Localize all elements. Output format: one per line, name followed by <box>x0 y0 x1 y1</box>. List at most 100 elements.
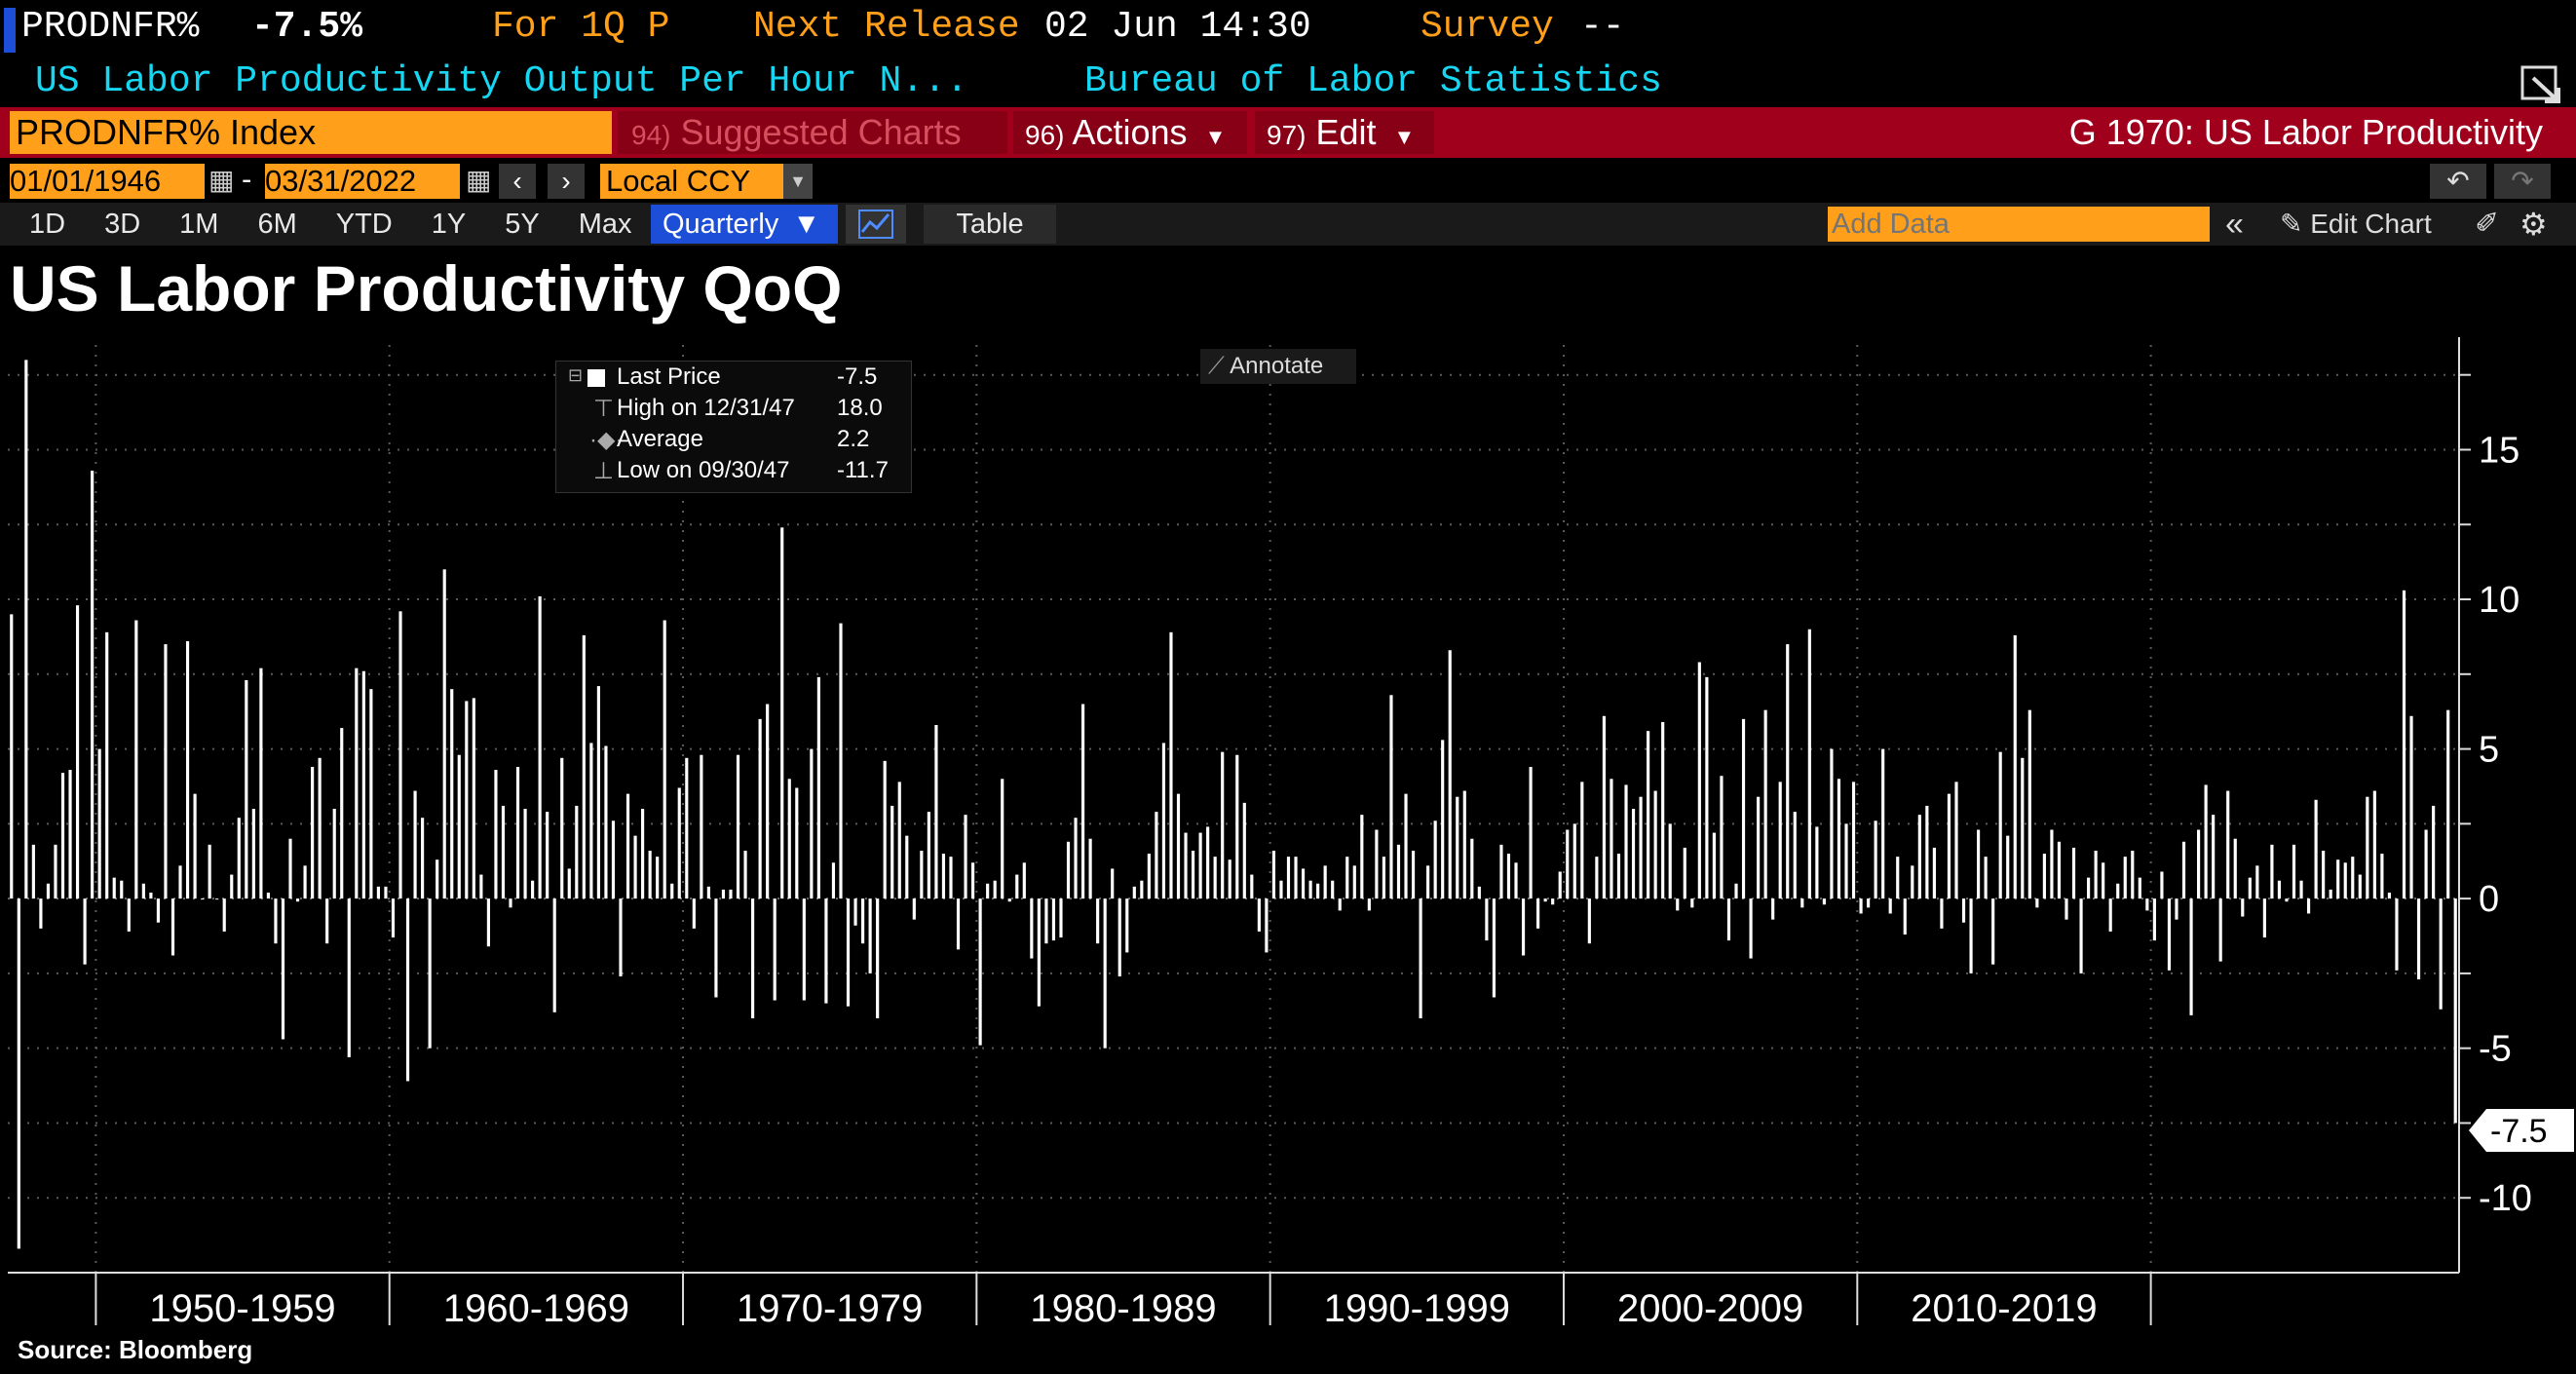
data-bar <box>1433 821 1437 899</box>
edit-button[interactable]: 97) Edit ▼ <box>1255 111 1434 154</box>
collapse-icon[interactable]: « <box>2225 206 2244 243</box>
security-header: PRODNFR% -7.5% For 1Q P Next Release 02 … <box>0 0 2576 60</box>
data-bar <box>1851 782 1856 899</box>
frequency-select[interactable]: Quarterly ▼ <box>651 205 838 244</box>
security-input[interactable]: PRODNFR% Index <box>10 111 612 154</box>
legend-high-value: 18.0 <box>837 395 883 421</box>
data-bar <box>1867 898 1871 908</box>
gear-icon[interactable]: ⚙ <box>2519 207 2548 242</box>
data-bar <box>1668 823 1672 899</box>
data-bar <box>1492 898 1496 998</box>
data-bar <box>897 782 901 899</box>
data-bar <box>1037 898 1041 1007</box>
data-bar <box>2292 844 2296 899</box>
add-data-input[interactable] <box>1828 207 2210 242</box>
line-chart-icon[interactable] <box>846 205 906 244</box>
function-title: G 1970: US Labor Productivity <box>2068 112 2543 152</box>
data-bar <box>340 728 344 899</box>
data-bar <box>2108 898 2112 932</box>
legend-collapse-icon[interactable]: ⊟ <box>568 365 584 385</box>
suggested-charts-button[interactable]: 94) Suggested Charts <box>618 111 1007 154</box>
data-bar <box>1947 793 1951 899</box>
data-bar <box>2196 829 2201 899</box>
data-bar <box>141 883 145 899</box>
period-buttons: 1D 3D 1M 6M YTD 1Y 5Y Max <box>10 203 652 246</box>
period-button-ytd[interactable]: YTD <box>335 209 393 240</box>
data-bar <box>413 790 417 899</box>
annotate-button[interactable]: ⟋ Annotate <box>1200 349 1356 384</box>
legend-series-swatch <box>587 369 605 387</box>
y-tick-label: 5 <box>2479 730 2499 771</box>
data-bar <box>978 898 982 1046</box>
y-tick-label: 15 <box>2479 430 2519 471</box>
prev-period-icon[interactable]: ‹ <box>499 164 536 199</box>
data-bar <box>1074 818 1078 899</box>
data-bar <box>2409 715 2413 899</box>
data-bar <box>1080 704 1085 899</box>
calendar-end-icon[interactable]: ▦ <box>466 165 492 195</box>
data-bar <box>853 898 857 926</box>
period-button-5y[interactable]: 5Y <box>505 209 540 240</box>
edit-chart-button[interactable]: ✎ Edit Chart <box>2280 203 2432 246</box>
data-bar <box>384 886 388 899</box>
data-bar <box>421 818 425 899</box>
actions-button[interactable]: 96) Actions ▼ <box>1013 111 1247 154</box>
edit-chart-label: Edit Chart <box>2310 209 2432 239</box>
data-bar <box>347 898 351 1057</box>
currency-caret-icon[interactable]: ▼ <box>783 164 813 199</box>
calendar-icon[interactable]: ▦ <box>208 165 235 195</box>
pencil-icon: ✎ <box>2280 209 2303 239</box>
data-bar <box>1580 782 1584 899</box>
date-separator: - <box>242 162 252 196</box>
period-button-max[interactable]: Max <box>578 209 632 240</box>
data-bar <box>1844 823 1848 899</box>
period-button-1m[interactable]: 1M <box>179 209 219 240</box>
undo-icon[interactable]: ↶ <box>2430 164 2486 199</box>
data-bar <box>523 809 527 899</box>
data-bar <box>1822 898 1826 905</box>
data-bar <box>1807 629 1811 899</box>
next-period-icon[interactable]: › <box>548 164 585 199</box>
data-bar <box>105 631 109 899</box>
data-bar <box>648 850 652 899</box>
period-button-1d[interactable]: 1D <box>29 209 66 240</box>
end-date-input[interactable]: 03/31/2022 <box>265 164 460 199</box>
data-bar <box>1514 862 1518 899</box>
annotate-label: Annotate <box>1230 353 1324 379</box>
chart-settings-edit-icon[interactable]: ✐ <box>2475 208 2500 240</box>
chart-grid <box>8 345 2459 1273</box>
data-bar <box>376 886 380 899</box>
data-bar <box>222 898 226 932</box>
period-button-1y[interactable]: 1Y <box>431 209 467 240</box>
table-button[interactable]: Table <box>924 205 1056 244</box>
data-bar <box>934 725 938 899</box>
data-bar <box>193 793 197 899</box>
data-bar <box>560 757 564 899</box>
data-bar <box>1169 631 1173 899</box>
data-bar <box>1323 865 1327 899</box>
data-bar <box>1749 898 1753 959</box>
data-bar <box>2453 898 2457 1124</box>
data-bar <box>1265 898 1269 953</box>
data-bar <box>2262 898 2266 938</box>
data-bar <box>178 865 182 899</box>
redo-icon[interactable]: ↷ <box>2494 164 2551 199</box>
period-button-3d[interactable]: 3D <box>104 209 141 240</box>
data-bar <box>964 815 967 899</box>
data-bar <box>1639 796 1643 899</box>
popout-icon[interactable] <box>2519 64 2564 105</box>
data-bar <box>2366 796 2369 899</box>
period-button-6m[interactable]: 6M <box>257 209 297 240</box>
data-bar <box>509 898 512 908</box>
currency-select[interactable]: Local CCY <box>600 164 813 199</box>
data-bar <box>472 698 475 899</box>
data-bar <box>2189 898 2193 1015</box>
data-bar <box>575 805 579 899</box>
data-bar <box>1961 898 1966 923</box>
start-date-input[interactable]: 01/01/1946 <box>10 164 205 199</box>
data-bar <box>2087 877 2091 899</box>
data-bar <box>1462 790 1466 899</box>
chart-title: US Labor Productivity QoQ <box>10 252 843 324</box>
data-bar <box>941 854 946 899</box>
legend-average-value: 2.2 <box>837 426 870 452</box>
